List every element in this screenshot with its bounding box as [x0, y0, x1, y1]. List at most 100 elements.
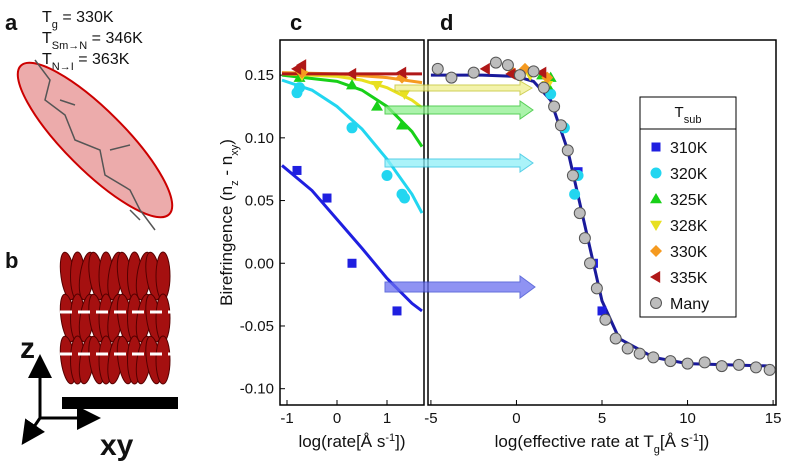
arrows	[384, 80, 536, 299]
data-point	[569, 188, 581, 200]
label-part: ])	[395, 432, 405, 451]
label-part: xy	[229, 144, 241, 156]
x-tick-label: -1	[280, 410, 293, 427]
data-point	[578, 232, 591, 245]
data-point	[647, 351, 660, 364]
legend-label: 310K	[670, 140, 708, 157]
data-point	[650, 193, 662, 204]
data-point	[292, 165, 302, 175]
data-point	[431, 62, 444, 75]
data-point	[347, 258, 357, 268]
data-point	[346, 122, 358, 134]
data-point	[597, 306, 607, 316]
label-part: T	[42, 51, 52, 68]
label-part: log(effective rate at T	[495, 432, 654, 451]
data-point	[479, 62, 490, 75]
data-point	[445, 71, 458, 84]
data-point	[566, 169, 579, 182]
x-tick-label: 15	[765, 410, 782, 427]
y-tick-label: 0.05	[245, 193, 274, 210]
x-tick-label: 0	[512, 410, 520, 427]
label-part: -1	[385, 432, 395, 444]
legend-label: 320K	[670, 166, 708, 183]
data-point	[392, 306, 402, 316]
data-point	[633, 347, 646, 360]
label-part: z	[229, 180, 241, 186]
y-tick-label: 0.10	[245, 130, 274, 147]
x-tick-label: -5	[424, 410, 437, 427]
label: log(effective rate at Tg[Å s-1])	[495, 432, 710, 456]
data-point	[371, 80, 383, 92]
data-point	[650, 245, 662, 257]
label-part: g	[654, 444, 660, 456]
label-part: T	[42, 30, 52, 47]
label: Tsub	[675, 104, 702, 126]
data-point	[381, 169, 393, 181]
data-point	[650, 297, 662, 309]
label: TN→I = 363K	[42, 51, 130, 73]
plot-frame	[279, 39, 425, 406]
axis-xy: xy	[100, 429, 134, 461]
data-point	[599, 313, 612, 326]
y-tick-label: -0.10	[240, 381, 274, 398]
data-point	[763, 363, 776, 376]
label-part: g	[52, 19, 58, 31]
data-point	[590, 282, 603, 295]
data-point	[513, 69, 526, 82]
label-part: log(rate[Å s	[298, 432, 385, 451]
label-part: - n	[217, 156, 236, 181]
legend-label: 330K	[670, 244, 708, 261]
legend-label: 325K	[670, 192, 708, 209]
data-point	[537, 81, 550, 94]
panel-label: b	[5, 248, 18, 273]
label-part: [Å s	[660, 432, 689, 451]
data-point	[650, 271, 661, 283]
label: log(rate[Å s-1])	[298, 432, 405, 451]
data-point	[294, 82, 305, 94]
data-point	[296, 59, 307, 72]
label-part: = 346K	[87, 30, 143, 47]
x-tick-label: 0	[333, 410, 341, 427]
data-point	[346, 67, 357, 80]
label: Birefringence (nz - nxy)	[217, 139, 241, 306]
label: TSm→N = 346K	[42, 30, 143, 52]
label-part: = 330K	[58, 9, 114, 26]
data-point	[548, 100, 561, 113]
data-point	[651, 142, 661, 152]
data-point	[396, 119, 408, 130]
axes-arrows: z xy	[20, 332, 178, 462]
data-point	[527, 65, 540, 78]
plots: -0.10 -0.05 0.00 0.05 0.10 0.15 -1 0 1 log(rate[Å…	[217, 39, 782, 456]
x-tick-label: 5	[598, 410, 606, 427]
data-point	[346, 79, 358, 90]
data-point	[505, 67, 516, 80]
y-tick-label: -0.05	[240, 318, 274, 335]
label-part: N→I	[52, 61, 74, 73]
data-point	[396, 66, 407, 79]
legend-label: Many	[670, 296, 709, 313]
smectic-stack	[59, 251, 172, 385]
panel-label: c	[290, 10, 302, 35]
data-point	[501, 59, 514, 72]
data-point	[650, 167, 662, 179]
legend-label: 335K	[670, 270, 708, 287]
label-part: sub	[684, 114, 702, 126]
panel-label: d	[440, 10, 453, 35]
data-point	[561, 144, 574, 157]
label-part: = 363K	[74, 51, 130, 68]
data-point	[749, 361, 762, 374]
label-part: T	[675, 104, 684, 121]
label-part: -1	[689, 432, 699, 444]
legend: Tsub 310K 320K 325K 328K 330K 335K Many	[639, 96, 737, 318]
data-point	[584, 257, 597, 270]
data-point	[573, 207, 586, 220]
fit-line	[281, 78, 424, 214]
data-point	[609, 332, 622, 345]
data-point	[322, 193, 332, 203]
data-point	[398, 89, 411, 100]
fit-line	[281, 164, 423, 313]
molecule-shape	[155, 335, 171, 385]
data-point	[732, 358, 745, 371]
